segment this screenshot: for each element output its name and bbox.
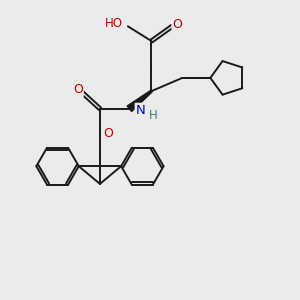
Text: N: N	[136, 104, 146, 117]
Text: HO: HO	[105, 17, 123, 30]
Polygon shape	[127, 90, 152, 112]
Text: O: O	[73, 83, 83, 96]
Text: O: O	[103, 127, 113, 140]
Text: H: H	[148, 109, 157, 122]
Text: O: O	[172, 18, 182, 32]
